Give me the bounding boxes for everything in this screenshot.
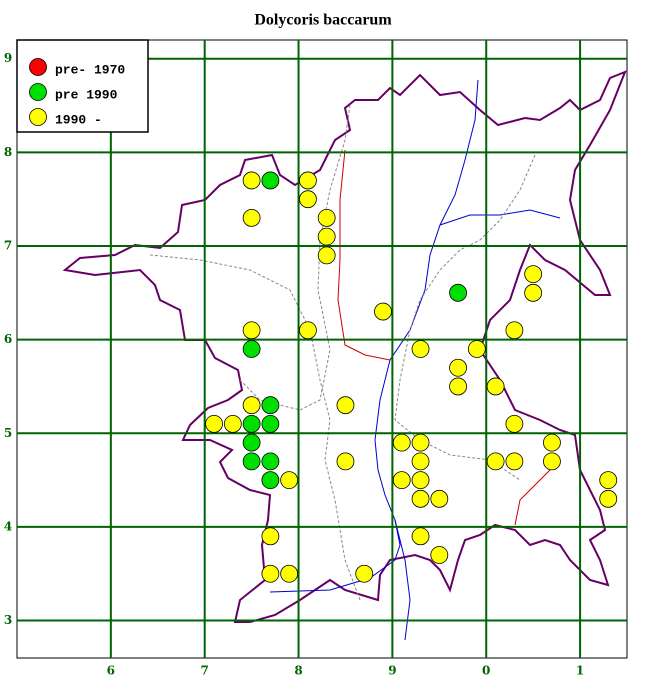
- record-dot: [205, 415, 223, 433]
- record-dot: [543, 433, 561, 452]
- record-dot: [486, 452, 505, 471]
- boundary: [239, 104, 351, 411]
- record-dot: [261, 452, 280, 471]
- record-dot: [242, 452, 261, 471]
- record-dot: [261, 564, 280, 583]
- record-dot: [524, 265, 543, 283]
- record-dot: [299, 321, 317, 340]
- y-tick-label: 7: [4, 239, 12, 253]
- record-dot: [317, 246, 336, 265]
- record-dot: [242, 340, 261, 358]
- y-tick-label: 6: [4, 332, 12, 346]
- y-tick-label: 9: [4, 51, 12, 65]
- record-dot: [261, 471, 280, 489]
- record-dot: [449, 358, 467, 377]
- record-dot: [505, 321, 524, 340]
- record-dot: [599, 471, 618, 489]
- x-tick-label: 9: [388, 664, 396, 678]
- x-tick-label: 8: [294, 664, 302, 678]
- record-dot: [411, 527, 430, 546]
- record-dot: [374, 302, 392, 321]
- boundary: [149, 254, 361, 601]
- record-dot: [467, 340, 486, 358]
- legend-label: pre 1990: [55, 87, 118, 102]
- record-dot: [242, 209, 261, 227]
- record-dot: [505, 415, 524, 433]
- record-dot: [317, 209, 336, 227]
- river: [337, 149, 391, 361]
- record-dot: [543, 452, 561, 471]
- record-dot: [299, 190, 317, 209]
- record-dot: [505, 452, 524, 471]
- record-dot: [524, 283, 543, 302]
- record-dot: [242, 415, 261, 433]
- record-dot: [261, 415, 280, 433]
- record-dot: [411, 452, 430, 471]
- legend-label: pre- 1970: [55, 62, 125, 77]
- legend-entries: pre- 1970 pre 1990 1990 -: [29, 58, 125, 127]
- y-tick-label: 5: [4, 426, 12, 440]
- boundary: [394, 154, 536, 481]
- river: [269, 79, 479, 593]
- record-dot: [430, 546, 449, 564]
- y-tick-label: 4: [4, 519, 12, 533]
- record-dot: [261, 527, 280, 546]
- record-dot: [486, 377, 505, 396]
- record-dot: [242, 433, 261, 452]
- grid: 6 7 8 9 0 1 3 4 5 6 7 8 9: [4, 40, 627, 678]
- record-dot: [223, 415, 242, 433]
- points: [205, 171, 618, 583]
- record-dot: [392, 471, 411, 489]
- record-dot: [411, 471, 430, 489]
- x-tick-label: 1: [576, 664, 584, 678]
- y-tick-label: 3: [4, 613, 12, 627]
- record-dot: [280, 471, 299, 489]
- record-dot: [317, 227, 336, 246]
- record-dot: [449, 283, 467, 302]
- x-tick-label: 0: [482, 664, 490, 678]
- record-dot: [242, 396, 261, 415]
- map-title: Dolycoris baccarum: [254, 12, 392, 29]
- legend-swatch: [29, 58, 47, 76]
- record-dot: [242, 171, 261, 190]
- record-dot: [261, 396, 280, 415]
- record-dot: [449, 377, 467, 396]
- record-dot: [392, 433, 411, 452]
- record-dot: [336, 396, 355, 415]
- record-dot: [261, 171, 280, 190]
- record-dot: [242, 321, 261, 340]
- record-dot: [411, 433, 430, 452]
- record-dot: [599, 489, 618, 508]
- record-dot: [280, 564, 299, 583]
- y-tick-label: 8: [4, 145, 12, 159]
- river: [439, 209, 561, 226]
- frame: [16, 39, 628, 659]
- record-dot: [430, 489, 449, 508]
- record-dot: [299, 171, 317, 190]
- x-tick-label: 7: [201, 664, 209, 678]
- x-tick-label: 6: [107, 664, 115, 678]
- record-dot: [355, 564, 374, 583]
- record-dot: [411, 489, 430, 508]
- legend: pre- 1970 pre 1990 1990 -: [16, 39, 149, 133]
- legend-label: 1990 -: [55, 112, 102, 127]
- record-dot: [336, 452, 355, 471]
- record-dot: [411, 340, 430, 358]
- legend-swatch: [29, 83, 47, 101]
- legend-swatch: [29, 108, 47, 126]
